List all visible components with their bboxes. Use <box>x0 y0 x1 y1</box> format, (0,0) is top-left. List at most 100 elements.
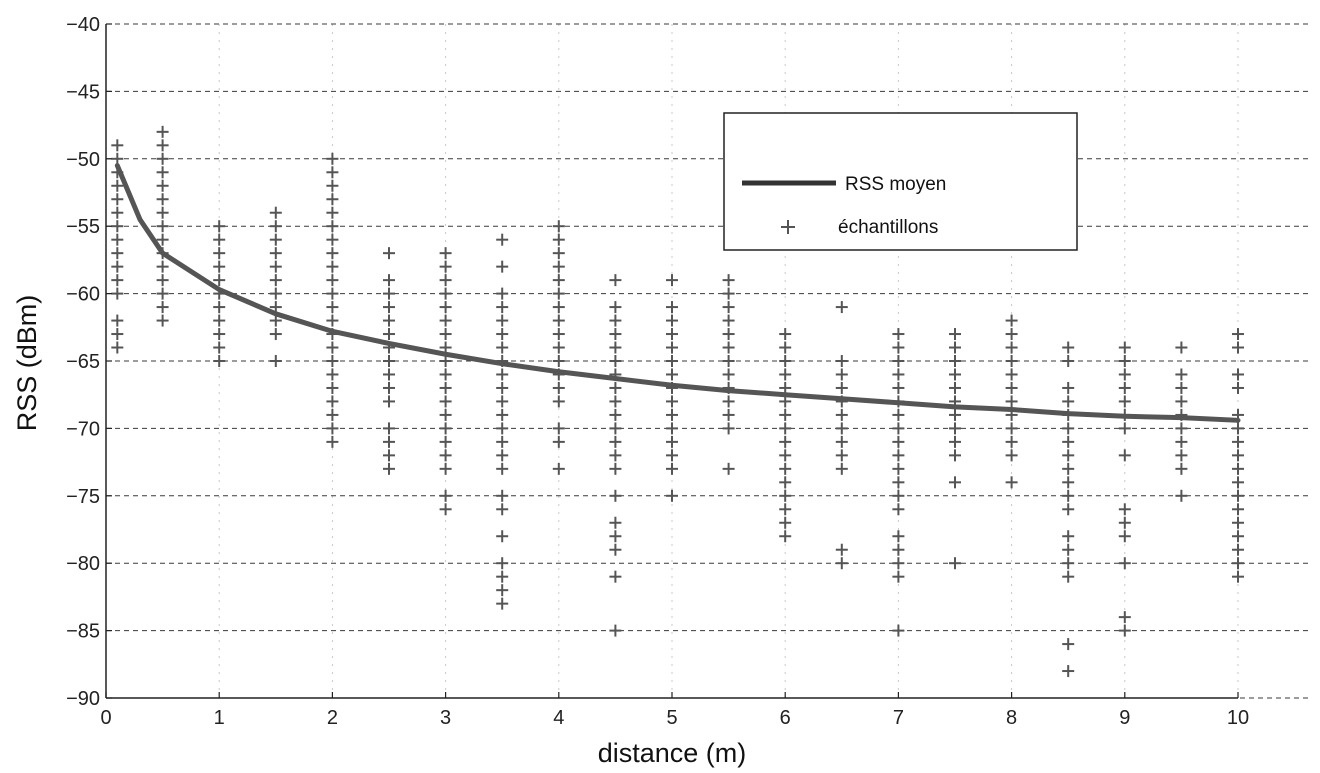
sample-point <box>439 314 452 327</box>
sample-point <box>1062 395 1075 408</box>
sample-point <box>892 489 905 502</box>
sample-point <box>1005 435 1018 448</box>
sample-point <box>326 355 339 367</box>
sample-point <box>156 274 169 287</box>
sample-point <box>111 206 124 219</box>
sample-point <box>1175 435 1188 448</box>
sample-point <box>496 597 509 610</box>
sample-point <box>496 530 509 543</box>
sample-point <box>269 328 282 341</box>
sample-point <box>949 435 961 448</box>
sample-point <box>496 341 509 354</box>
sample-point <box>111 274 124 287</box>
sample-point <box>496 462 509 475</box>
sample-point <box>949 557 961 570</box>
sample-point <box>1232 381 1244 394</box>
sample-point <box>1232 422 1244 435</box>
sample-point <box>609 314 622 327</box>
sample-point <box>383 449 395 462</box>
sample-point <box>156 301 169 314</box>
sample-point <box>609 381 622 394</box>
sample-point <box>609 530 622 543</box>
sample-point <box>1062 530 1075 543</box>
sample-point <box>666 301 678 314</box>
y-tick-label: −50 <box>66 149 100 171</box>
sample-point <box>722 301 735 314</box>
sample-point <box>892 570 905 583</box>
sample-point <box>1118 341 1131 354</box>
sample-point <box>892 462 905 475</box>
sample-point <box>835 557 848 570</box>
sample-point <box>326 395 339 408</box>
sample-point <box>1232 462 1244 475</box>
x-tick-label: 8 <box>1006 707 1017 729</box>
sample-point <box>892 543 905 556</box>
sample-point <box>213 314 226 327</box>
sample-point <box>1232 435 1244 448</box>
y-tick-labels: −40 −45 −50 −55 −60 −65 −70 −75 −80 −85 −90 <box>66 14 100 710</box>
x-tick-labels: 0 1 2 3 4 5 6 7 8 9 10 <box>100 707 1249 729</box>
x-tick-label: 6 <box>780 707 791 729</box>
sample-point <box>779 381 792 394</box>
sample-point <box>326 166 339 179</box>
y-axis-title: RSS (dBm) <box>12 295 42 432</box>
sample-point <box>666 462 678 475</box>
sample-point <box>1175 368 1188 381</box>
sample-point <box>779 328 792 341</box>
sample-point <box>439 503 452 516</box>
mean-rss-line <box>114 163 1241 423</box>
sample-point <box>439 435 452 448</box>
sample-point <box>1005 368 1018 381</box>
sample-point <box>496 301 509 314</box>
sample-point <box>1062 355 1075 367</box>
sample-point <box>722 368 735 381</box>
y-tick-label: −75 <box>66 486 100 508</box>
sample-point <box>609 543 622 556</box>
sample-point <box>326 233 339 246</box>
sample-point <box>383 274 395 287</box>
sample-point <box>111 341 124 354</box>
sample-point <box>1175 449 1188 462</box>
sample-point <box>835 543 848 556</box>
sample-point <box>156 139 169 152</box>
sample-point <box>111 233 124 246</box>
y-tick-label: −70 <box>66 418 100 440</box>
sample-point <box>722 328 735 341</box>
sample-point <box>892 624 905 637</box>
sample-point <box>383 355 395 367</box>
sample-point <box>213 328 226 341</box>
sample-point <box>552 462 565 475</box>
y-tick-label: −55 <box>66 216 100 238</box>
sample-point <box>949 449 961 462</box>
sample-point <box>1175 395 1188 408</box>
x-tick-label: 2 <box>327 707 338 729</box>
sample-point <box>383 287 395 300</box>
sample-point <box>949 408 961 421</box>
sample-point <box>1232 489 1244 502</box>
sample-point <box>213 341 226 354</box>
sample-point <box>779 422 792 435</box>
sample-point <box>779 449 792 462</box>
sample-point <box>722 422 735 435</box>
sample-point <box>779 516 792 529</box>
sample-point <box>609 408 622 421</box>
legend-marker-label: échantillons <box>838 217 938 238</box>
sample-point <box>666 355 678 367</box>
sample-point <box>439 381 452 394</box>
x-tick-label: 1 <box>214 707 225 729</box>
sample-point <box>383 301 395 314</box>
sample-point <box>1232 543 1244 556</box>
y-tick-label: −85 <box>66 621 100 643</box>
sample-point <box>496 570 509 583</box>
sample-point <box>949 368 961 381</box>
sample-point <box>1062 557 1075 570</box>
sample-point <box>779 476 792 489</box>
sample-point <box>269 233 282 246</box>
sample-point <box>111 314 124 327</box>
sample-point <box>439 341 452 354</box>
sample-point <box>111 152 124 165</box>
sample-point <box>269 301 282 314</box>
sample-point <box>439 301 452 314</box>
sample-point <box>496 408 509 421</box>
sample-point <box>439 247 452 260</box>
